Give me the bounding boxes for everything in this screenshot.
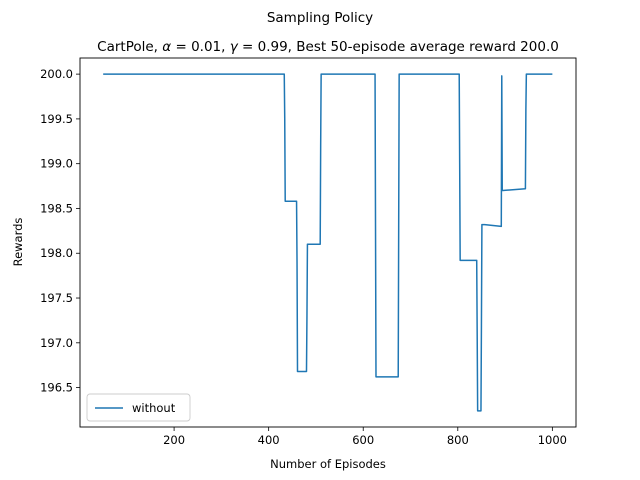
legend-box [86, 393, 191, 422]
y-tick-label: 198.5 [40, 201, 73, 215]
title-alpha-symbol: α [162, 39, 171, 55]
legend-label-without: without [132, 401, 176, 415]
y-tick-label: 199.5 [40, 112, 73, 126]
x-axis-ticks: 200 400 600 800 1000 [163, 427, 567, 447]
y-tick-label: 196.5 [40, 381, 73, 395]
y-axis-label: Rewards [11, 218, 25, 267]
chart-suptitle: Sampling Policy [267, 10, 373, 26]
series-line-without [103, 73, 553, 412]
x-axis-label: Number of Episodes [270, 457, 386, 471]
x-tick-label: 400 [258, 433, 280, 447]
y-tick-label: 200.0 [40, 67, 73, 81]
x-tick-label: 600 [352, 433, 374, 447]
title-alpha-text: = 0.01, [171, 39, 230, 55]
title-gamma-symbol: γ [230, 39, 239, 55]
y-tick-label: 198.0 [40, 246, 73, 260]
y-tick-label: 199.0 [40, 157, 73, 171]
chart-title: CartPole, α = 0.01, γ = 0.99, Best 50-ep… [97, 39, 559, 55]
title-gamma-text: = 0.99, Best 50-episode average reward 2… [238, 39, 559, 55]
legend: without [86, 393, 191, 422]
x-tick-label: 200 [163, 433, 185, 447]
plot-frame [79, 57, 577, 428]
x-tick-label: 800 [447, 433, 469, 447]
x-tick-label: 1000 [538, 433, 567, 447]
y-tick-label: 197.5 [40, 291, 73, 305]
title-prefix: CartPole, [97, 39, 162, 55]
y-axis-ticks: 196.5 197.0 197.5 198.0 198.5 199.0 199.5 200.0 [40, 67, 80, 395]
y-tick-label: 197.0 [40, 336, 73, 350]
